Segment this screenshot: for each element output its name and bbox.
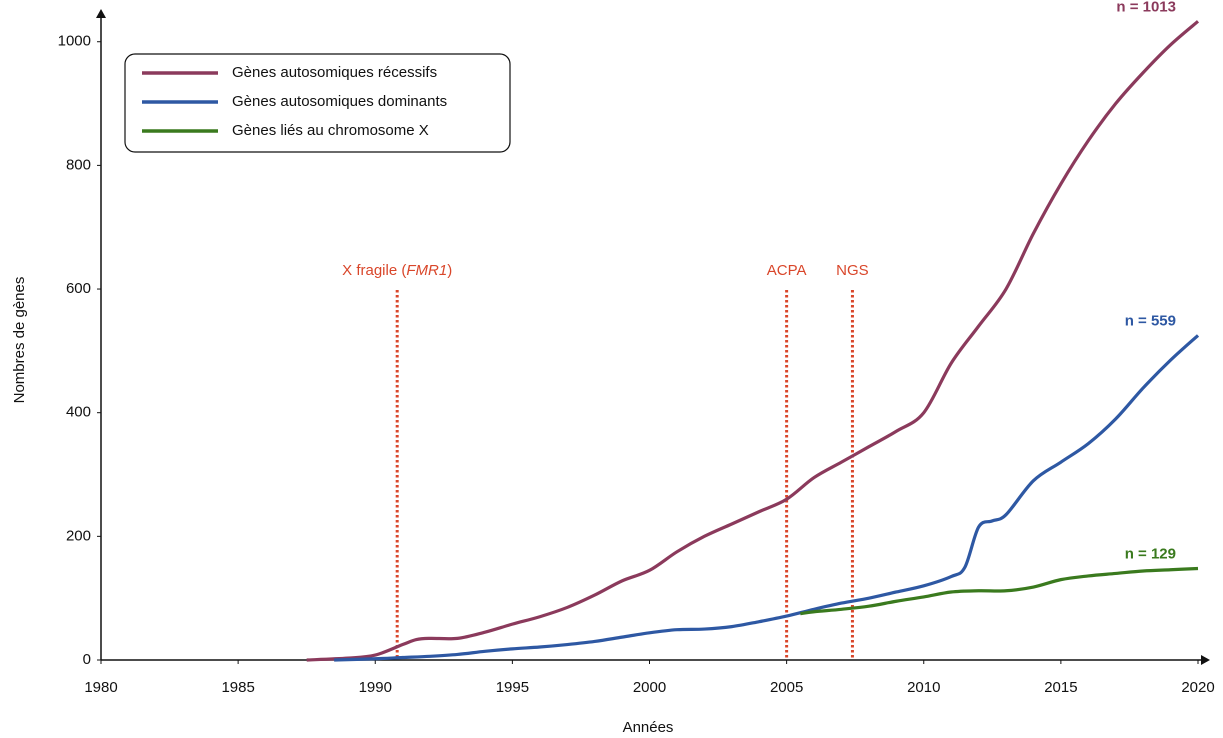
legend-label: Gènes autosomiques dominants	[232, 93, 447, 110]
series-line	[306, 20, 1200, 662]
annotation-text: NGS	[836, 262, 869, 279]
x-tick-label: 2000	[633, 679, 666, 696]
x-tick-label: 1985	[221, 679, 254, 696]
legend-label: Gènes autosomiques récessifs	[232, 64, 437, 81]
annotation-text: X fragile (	[342, 262, 406, 279]
x-tick-label: 2020	[1181, 679, 1214, 696]
annotation-text: )	[447, 262, 452, 279]
x-axis-arrow	[1201, 655, 1210, 665]
annotation-label: NGS	[836, 262, 869, 279]
y-tick-label: 600	[66, 280, 91, 297]
y-tick-label: 400	[66, 404, 91, 421]
annotation-label: X fragile (FMR1)	[342, 262, 452, 279]
legend-box	[124, 53, 511, 153]
annotation-label: ACPA	[767, 262, 807, 279]
x-tick-label: 1995	[496, 679, 529, 696]
end-label: n = 559	[1125, 312, 1176, 329]
y-axis-label: Nombres de gènes	[11, 277, 28, 404]
x-tick-label: 2015	[1044, 679, 1077, 696]
y-tick-label: 200	[66, 527, 91, 544]
y-tick-label: 800	[66, 156, 91, 173]
legend-label: Gènes liés au chromosome X	[232, 122, 429, 139]
y-axis-arrow	[96, 9, 106, 18]
series-line	[334, 334, 1200, 662]
x-axis-label: Années	[623, 719, 674, 736]
series-line	[800, 566, 1199, 616]
x-tick-label: 2005	[770, 679, 803, 696]
end-label: n = 1013	[1116, 0, 1176, 15]
x-tick-label: 2010	[907, 679, 940, 696]
annotation-text: ACPA	[767, 262, 807, 279]
end-label: n = 129	[1125, 545, 1176, 562]
y-tick-label: 0	[83, 651, 91, 668]
x-tick-label: 1990	[359, 679, 392, 696]
x-tick-label: 1980	[84, 679, 117, 696]
annotation-text: FMR1	[406, 262, 447, 279]
y-tick-label: 1000	[58, 33, 91, 50]
